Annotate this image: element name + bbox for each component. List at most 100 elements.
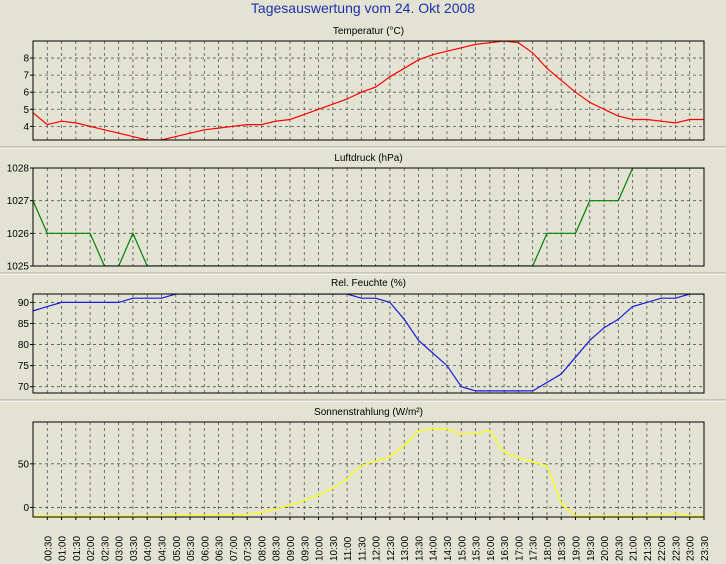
data-point (474, 432, 477, 434)
ytick-label: 70 (18, 382, 30, 393)
xtick-label: 16:00 (486, 536, 497, 561)
xtick-label: 21:30 (643, 536, 654, 561)
xtick-label: 23:00 (686, 536, 697, 561)
xtick-label: 11:00 (343, 536, 354, 561)
ytick-label: 75 (18, 361, 30, 372)
xtick-label: 06:30 (215, 536, 226, 561)
data-point (317, 494, 320, 496)
data-point (517, 42, 520, 44)
data-point (246, 124, 248, 126)
data-point (646, 301, 648, 304)
data-point (660, 514, 662, 516)
data-point (589, 200, 591, 202)
data-point (517, 390, 520, 392)
data-point (175, 135, 177, 138)
data-point (489, 42, 491, 44)
xtick-label: 17:00 (514, 536, 525, 561)
data-point (375, 86, 377, 88)
ytick-label: 1028 (7, 164, 30, 175)
data-point (417, 339, 420, 341)
panel-pressure: Luftdruck (hPa) 1025 1026 1027 1028 (0, 153, 726, 275)
data-point (160, 515, 163, 517)
data-point (446, 428, 448, 430)
data-point (60, 120, 63, 122)
data-point (603, 108, 605, 110)
xtick-label: 12:30 (386, 536, 397, 561)
data-point (432, 54, 434, 56)
data-point (389, 301, 391, 304)
x-axis: 00:30 01:00 01:30 02:00 02:30 03:00 03:30 04:00… (43, 517, 711, 561)
data-point (460, 47, 462, 49)
data-point (118, 515, 120, 517)
data-point (75, 122, 77, 124)
data-point (289, 118, 291, 121)
data-point (689, 118, 691, 121)
data-point (132, 135, 134, 138)
panel-temperature: Temperatur (°C) 4 5 6 7 8 (0, 26, 726, 149)
xtick-label: 13:00 (400, 536, 411, 561)
data-point (617, 515, 619, 517)
xtick-label: 18:30 (557, 536, 568, 561)
xtick-label: 11:30 (357, 536, 368, 561)
data-point (660, 297, 662, 299)
data-point (389, 76, 391, 78)
main-title: Tagesauswertung vom 24. Okt 2008 (250, 0, 476, 16)
data-point (646, 515, 648, 517)
xtick-label: 13:30 (414, 536, 425, 561)
xtick-label: 19:00 (572, 536, 583, 561)
xtick-label: 03:30 (129, 536, 140, 561)
ytick-label: 5 (23, 105, 29, 116)
panel-humidity: Rel. Feuchte (%) 70 75 80 85 90 (0, 278, 726, 402)
ytick-label: 90 (18, 298, 30, 309)
xtick-label: 18:00 (543, 536, 554, 561)
data-point (560, 79, 562, 81)
data-point (646, 118, 648, 121)
xtick-label: 01:00 (58, 536, 69, 561)
data-point (89, 515, 91, 517)
data-point (75, 515, 77, 517)
data-point (546, 67, 548, 69)
data-point (75, 232, 77, 234)
data-point (489, 430, 491, 432)
data-point (217, 127, 220, 129)
data-point (403, 444, 405, 447)
data-point (574, 91, 577, 93)
data-point (632, 515, 634, 517)
data-point (346, 478, 348, 480)
data-point (260, 512, 263, 514)
data-point (474, 43, 477, 46)
data-point (189, 132, 191, 134)
xtick-label: 00:30 (43, 536, 54, 561)
data-point (332, 103, 334, 105)
xtick-label: 22:30 (671, 536, 682, 561)
data-point (417, 59, 420, 61)
plot-frame (32, 421, 705, 518)
data-point (532, 52, 534, 54)
xtick-label: 03:00 (115, 536, 126, 561)
data-point (132, 297, 134, 299)
data-point (560, 232, 562, 234)
ytick-label: 1025 (7, 262, 30, 273)
xtick-label: 10:00 (315, 536, 326, 561)
data-point (546, 381, 548, 384)
data-point (589, 339, 591, 341)
data-point (532, 461, 534, 463)
data-point (660, 120, 662, 122)
data-point (132, 515, 134, 517)
data-point (546, 464, 548, 467)
data-point (275, 120, 277, 122)
data-point (89, 125, 91, 127)
data-point (560, 373, 562, 375)
plot-frame (32, 167, 705, 267)
plot-frame (32, 293, 705, 394)
data-point (203, 514, 205, 516)
data-point (75, 301, 77, 304)
ytick-label: 85 (18, 319, 30, 330)
data-point (317, 108, 320, 110)
xtick-label: 15:30 (472, 536, 483, 561)
data-point (603, 200, 605, 202)
xtick-label: 12:00 (372, 536, 383, 561)
xtick-label: 22:00 (657, 536, 668, 561)
xtick-label: 04:30 (157, 536, 168, 561)
